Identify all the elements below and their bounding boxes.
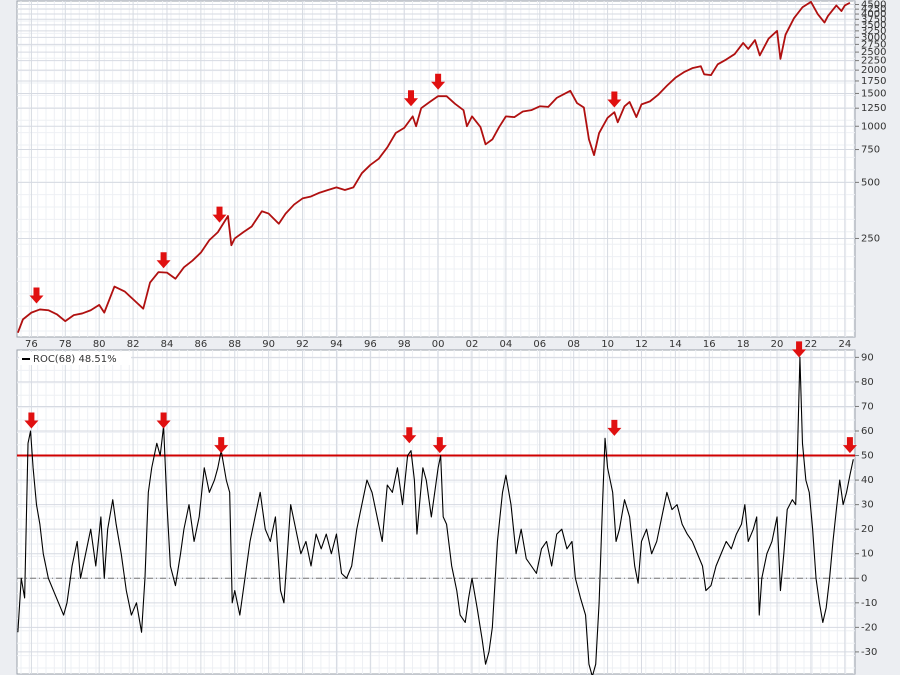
y-tick-label: 4500 xyxy=(861,0,886,11)
arrow-marker xyxy=(156,412,171,429)
x-tick-label: 98 xyxy=(398,339,411,350)
y-tick-label: 2500 xyxy=(861,47,886,58)
arrow-marker xyxy=(792,341,807,358)
x-tick-label: 78 xyxy=(59,339,72,350)
y-tick-label: 2000 xyxy=(861,65,886,76)
y-tick-label: 50 xyxy=(861,451,874,462)
y-tick-label: 30 xyxy=(861,500,874,511)
x-tick-label: 80 xyxy=(93,339,106,350)
x-tick-label: 86 xyxy=(195,339,208,350)
plot-area xyxy=(16,349,856,675)
y-tick-label: 750 xyxy=(861,145,880,156)
arrow-marker xyxy=(29,287,44,304)
x-tick-label: 06 xyxy=(533,339,546,350)
y-tick-label: 3000 xyxy=(861,32,886,43)
arrow-marker xyxy=(214,437,229,454)
x-tick-label: 84 xyxy=(161,339,174,350)
arrow-marker xyxy=(24,412,39,429)
arrow-marker xyxy=(431,73,446,90)
x-tick-label: 02 xyxy=(466,339,479,350)
y-tick-label: 3250 xyxy=(861,26,886,37)
arrow-marker xyxy=(607,91,622,108)
x-tick-label: 08 xyxy=(567,339,580,350)
arrow-marker xyxy=(432,437,447,454)
x-tick-label: 04 xyxy=(500,339,513,350)
y-tick-label: 40 xyxy=(861,475,874,486)
arrow-marker xyxy=(156,252,171,269)
arrow-marker xyxy=(404,90,419,107)
x-tick-label: 24 xyxy=(838,339,851,350)
y-tick-label: 2250 xyxy=(861,56,886,67)
x-tick-label: 00 xyxy=(432,339,445,350)
x-tick-label: 14 xyxy=(669,339,682,350)
y-tick-label: 1000 xyxy=(861,121,886,132)
y-tick-label: 250 xyxy=(861,233,880,244)
x-tick-label: 76 xyxy=(25,339,38,350)
x-tick-label: 12 xyxy=(635,339,648,350)
legend-box xyxy=(19,352,131,365)
x-tick-label: 18 xyxy=(737,339,750,350)
y-tick-label: 4000 xyxy=(861,9,886,20)
arrow-marker xyxy=(212,206,227,223)
y-tick-label: 3750 xyxy=(861,14,886,25)
y-tick-label: 70 xyxy=(861,401,874,412)
legend-label: ROC(68) 48.51% xyxy=(33,354,117,365)
arrow-marker xyxy=(842,437,857,454)
arrow-marker xyxy=(607,419,622,436)
y-tick-label: 0 xyxy=(861,573,867,584)
y-tick-label: 500 xyxy=(861,177,880,188)
y-tick-label: 90 xyxy=(861,352,874,363)
x-tick-label: 82 xyxy=(127,339,140,350)
y-tick-label: 1250 xyxy=(861,103,886,114)
x-tick-label: 92 xyxy=(296,339,309,350)
x-tick-label: 16 xyxy=(703,339,716,350)
x-tick-label: 88 xyxy=(228,339,241,350)
y-tick-label: -20 xyxy=(861,622,877,633)
y-tick-label: 20 xyxy=(861,524,874,535)
x-tick-label: 10 xyxy=(601,339,614,350)
y-tick-label: 10 xyxy=(861,549,874,560)
x-tick-label: 22 xyxy=(805,339,818,350)
y-tick-label: -10 xyxy=(861,598,877,609)
y-tick-label: -30 xyxy=(861,647,877,658)
y-tick-label: 1500 xyxy=(861,88,886,99)
x-tick-label: 90 xyxy=(262,339,275,350)
y-tick-label: 4250 xyxy=(861,4,886,15)
y-tick-label: 2750 xyxy=(861,39,886,50)
y-tick-label: 60 xyxy=(861,426,874,437)
arrow-marker xyxy=(402,427,417,444)
y-tick-label: 80 xyxy=(861,377,874,388)
x-tick-label: 96 xyxy=(364,339,377,350)
y-tick-label: 1750 xyxy=(861,76,886,87)
x-tick-label: 20 xyxy=(771,339,784,350)
x-tick-label: 94 xyxy=(330,339,343,350)
series-line xyxy=(17,0,851,334)
series-line xyxy=(17,356,854,675)
y-tick-label: 3500 xyxy=(861,20,886,31)
